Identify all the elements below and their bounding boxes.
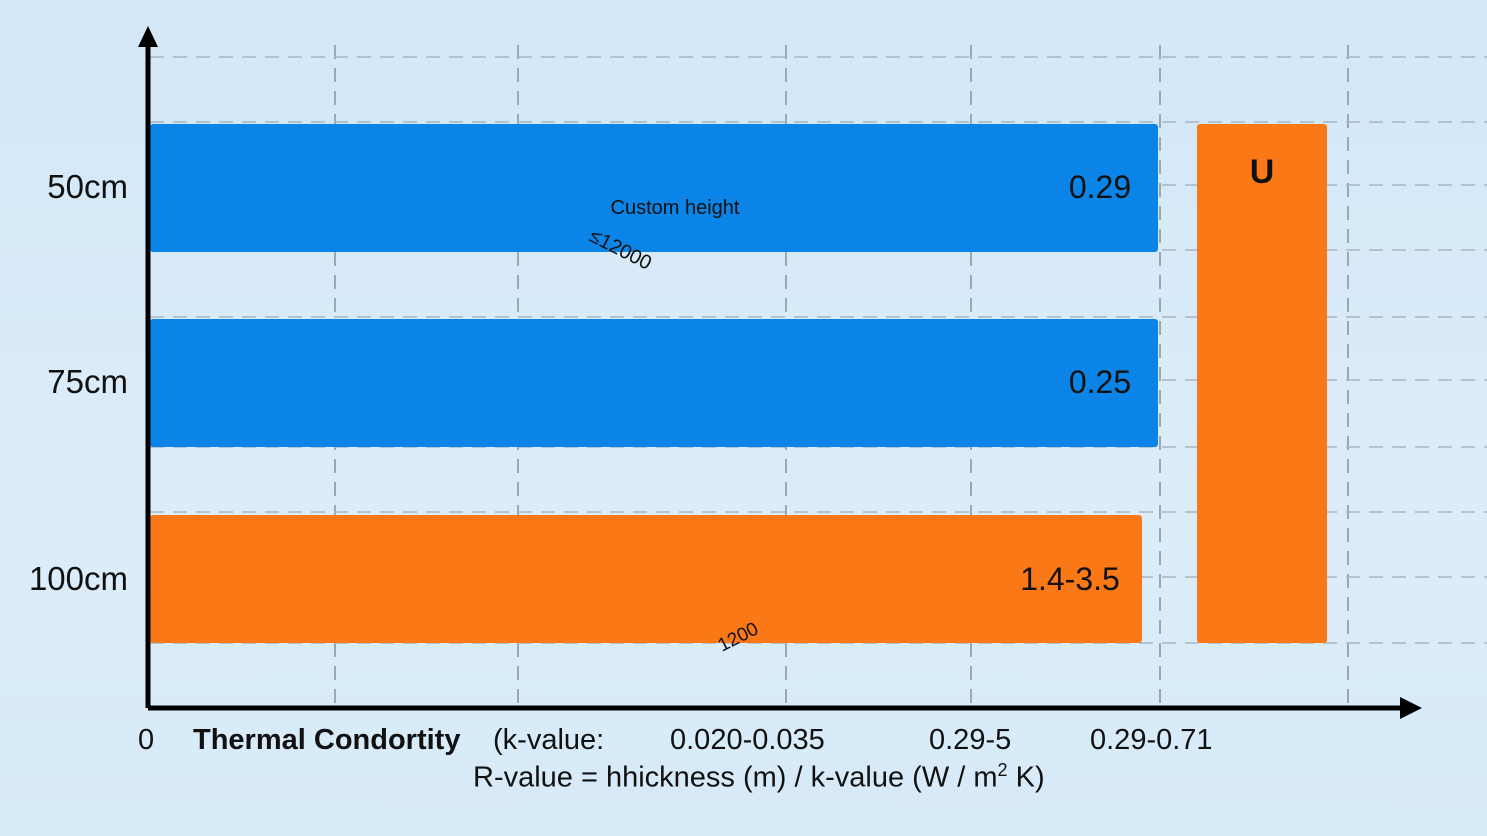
category-label-2: 100cm bbox=[28, 560, 128, 597]
bar-100cm bbox=[150, 515, 1142, 643]
bar-75cm bbox=[150, 319, 1158, 447]
annotation-custom-height: Custom height bbox=[611, 197, 740, 219]
category-label-1: 75cm bbox=[47, 363, 128, 400]
x-tick-label-2: 0.29-0.71 bbox=[1090, 724, 1213, 756]
bars bbox=[150, 124, 1327, 643]
y-axis-arrow bbox=[138, 26, 158, 47]
x-label-rest: (k-value: bbox=[493, 724, 605, 756]
x-tick-label-1: 0.29-5 bbox=[929, 724, 1012, 756]
bar-label-1: 0.25 bbox=[1069, 364, 1131, 400]
x-label-bold: Thermal Condortity bbox=[193, 724, 461, 756]
bar-50cm bbox=[150, 124, 1158, 252]
x-tick-label-0: 0.020-0.035 bbox=[670, 724, 825, 756]
x-axis-arrow bbox=[1400, 697, 1422, 719]
side-bar-label: U bbox=[1250, 153, 1275, 191]
formula-sup: 2 bbox=[997, 760, 1008, 780]
formula: R-value = hhickness (m) / k-value (W / m… bbox=[473, 760, 1045, 795]
bar-label-2: 1.4-3.5 bbox=[1020, 561, 1120, 597]
category-label-0: 50cm bbox=[47, 168, 128, 205]
side-bar-u bbox=[1197, 124, 1327, 643]
x-origin-label: 0 bbox=[138, 724, 155, 756]
formula-end: K) bbox=[1007, 761, 1045, 794]
bar-label-0: 0.29 bbox=[1069, 169, 1131, 205]
formula-text: R-value = hhickness (m) / k-value (W / m bbox=[473, 761, 998, 794]
